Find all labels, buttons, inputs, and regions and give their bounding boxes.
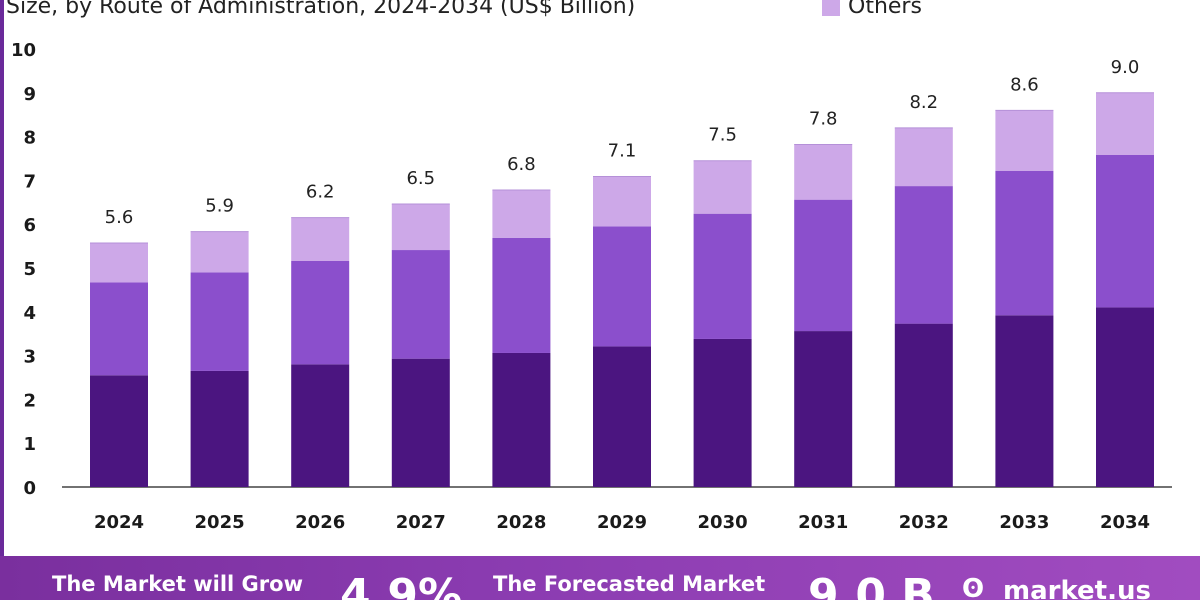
- x-tick-label: 2025: [195, 512, 245, 533]
- footer-cagr-value: 4.9%: [340, 570, 463, 600]
- bar-segment-2029-2: [593, 226, 651, 347]
- bar-segment-2027-2: [391, 250, 450, 359]
- bar-total-label: 5.6: [105, 207, 134, 228]
- bar-segment-2027-1: [391, 358, 450, 487]
- bar-segment-2032-3: [894, 127, 953, 187]
- x-tick-label: 2034: [1100, 512, 1150, 533]
- bar-segment-2034-2: [1096, 154, 1154, 308]
- market-us-logo-icon: ʘ: [962, 574, 985, 600]
- y-tick-label: 7: [23, 171, 36, 192]
- bar-total-label: 6.8: [507, 154, 536, 175]
- bar-segment-2033-2: [995, 170, 1054, 316]
- bar-segment-2026-3: [291, 217, 350, 261]
- left-accent-bar: [0, 0, 4, 556]
- x-tick-label: 2030: [698, 512, 748, 533]
- stacked-bar-chart: 0 1 2 3 4 5 6 7 8 9 10 5.6 2024 5.9 2025 6.2 2026 6.5 2027…: [11, 40, 1172, 533]
- legend-label-others: Others: [848, 0, 922, 19]
- y-tick-label: 5: [23, 259, 36, 280]
- y-tick-label: 1: [23, 434, 36, 455]
- legend-item-others: Others: [822, 0, 922, 19]
- footer-forecast-text: The Forecasted Market: [493, 572, 766, 596]
- x-tick-label: 2033: [999, 512, 1049, 533]
- bar-segment-2026-2: [291, 260, 350, 365]
- bar-segment-2034-1: [1096, 307, 1154, 487]
- footer-grow-text: The Market will Grow: [52, 572, 303, 596]
- y-tick-label: 9: [23, 84, 36, 105]
- x-tick-label: 2026: [295, 512, 345, 533]
- y-tick-label: 4: [23, 303, 36, 324]
- bar-segment-2032-2: [894, 186, 953, 324]
- x-tick-label: 2029: [597, 512, 647, 533]
- market-us-logo-text: market.us: [1003, 576, 1151, 600]
- bar-segment-2030-1: [693, 338, 752, 487]
- bar-segment-2029-3: [593, 176, 651, 227]
- legend-swatch-others: [822, 0, 840, 16]
- bar-total-label: 7.5: [708, 125, 737, 146]
- footer-banner: The Market will Grow 4.9% The Forecasted…: [0, 556, 1200, 600]
- y-tick-label: 2: [23, 390, 36, 411]
- bar-total-label: 8.6: [1010, 74, 1039, 95]
- bar-segment-2033-1: [995, 315, 1054, 487]
- bar-segment-2028-1: [492, 352, 551, 487]
- bar-segment-2028-3: [492, 190, 551, 238]
- bar-segment-2031-1: [794, 331, 853, 487]
- bar-segment-2030-3: [693, 160, 752, 214]
- bar-segment-2027-3: [391, 204, 450, 251]
- bar-segment-2025-1: [190, 370, 249, 487]
- bar-segment-2024-3: [90, 243, 148, 283]
- x-tick-label: 2031: [798, 512, 848, 533]
- x-tick-label: 2024: [94, 512, 144, 533]
- bar-total-label: 5.9: [205, 196, 234, 217]
- bar-segment-2031-3: [794, 144, 853, 200]
- bar-total-label: 7.1: [608, 140, 637, 161]
- bar-segment-2029-1: [593, 346, 651, 487]
- footer-forecast-value: 9.0 B: [808, 570, 935, 600]
- bar-segment-2028-2: [492, 237, 551, 353]
- bar-segment-2032-1: [894, 323, 953, 487]
- y-tick-label: 10: [11, 40, 36, 61]
- bar-total-label: 9.0: [1111, 57, 1140, 78]
- y-tick-label: 0: [23, 478, 36, 499]
- chart-subtitle: Size, by Route of Administration, 2024-2…: [6, 0, 636, 19]
- bar-segment-2025-2: [190, 272, 249, 371]
- bar-segment-2024-2: [90, 282, 148, 376]
- bar-total-label: 7.8: [809, 108, 838, 129]
- bar-segment-2031-2: [794, 199, 853, 332]
- bar-segment-2025-3: [190, 231, 249, 273]
- x-tick-label: 2028: [496, 512, 546, 533]
- bar-segment-2034-3: [1096, 92, 1154, 155]
- x-tick-label: 2032: [899, 512, 949, 533]
- y-tick-label: 8: [23, 128, 36, 149]
- y-tick-label: 6: [23, 215, 36, 236]
- bar-total-label: 8.2: [909, 92, 938, 113]
- x-tick-label: 2027: [396, 512, 446, 533]
- bar-segment-2024-1: [90, 375, 148, 487]
- bar-segment-2026-1: [291, 364, 350, 487]
- y-tick-label: 3: [23, 347, 36, 368]
- bar-segment-2030-2: [693, 213, 752, 339]
- bar-segment-2033-3: [995, 110, 1054, 171]
- bar-total-label: 6.5: [406, 168, 435, 189]
- bar-total-label: 6.2: [306, 182, 335, 203]
